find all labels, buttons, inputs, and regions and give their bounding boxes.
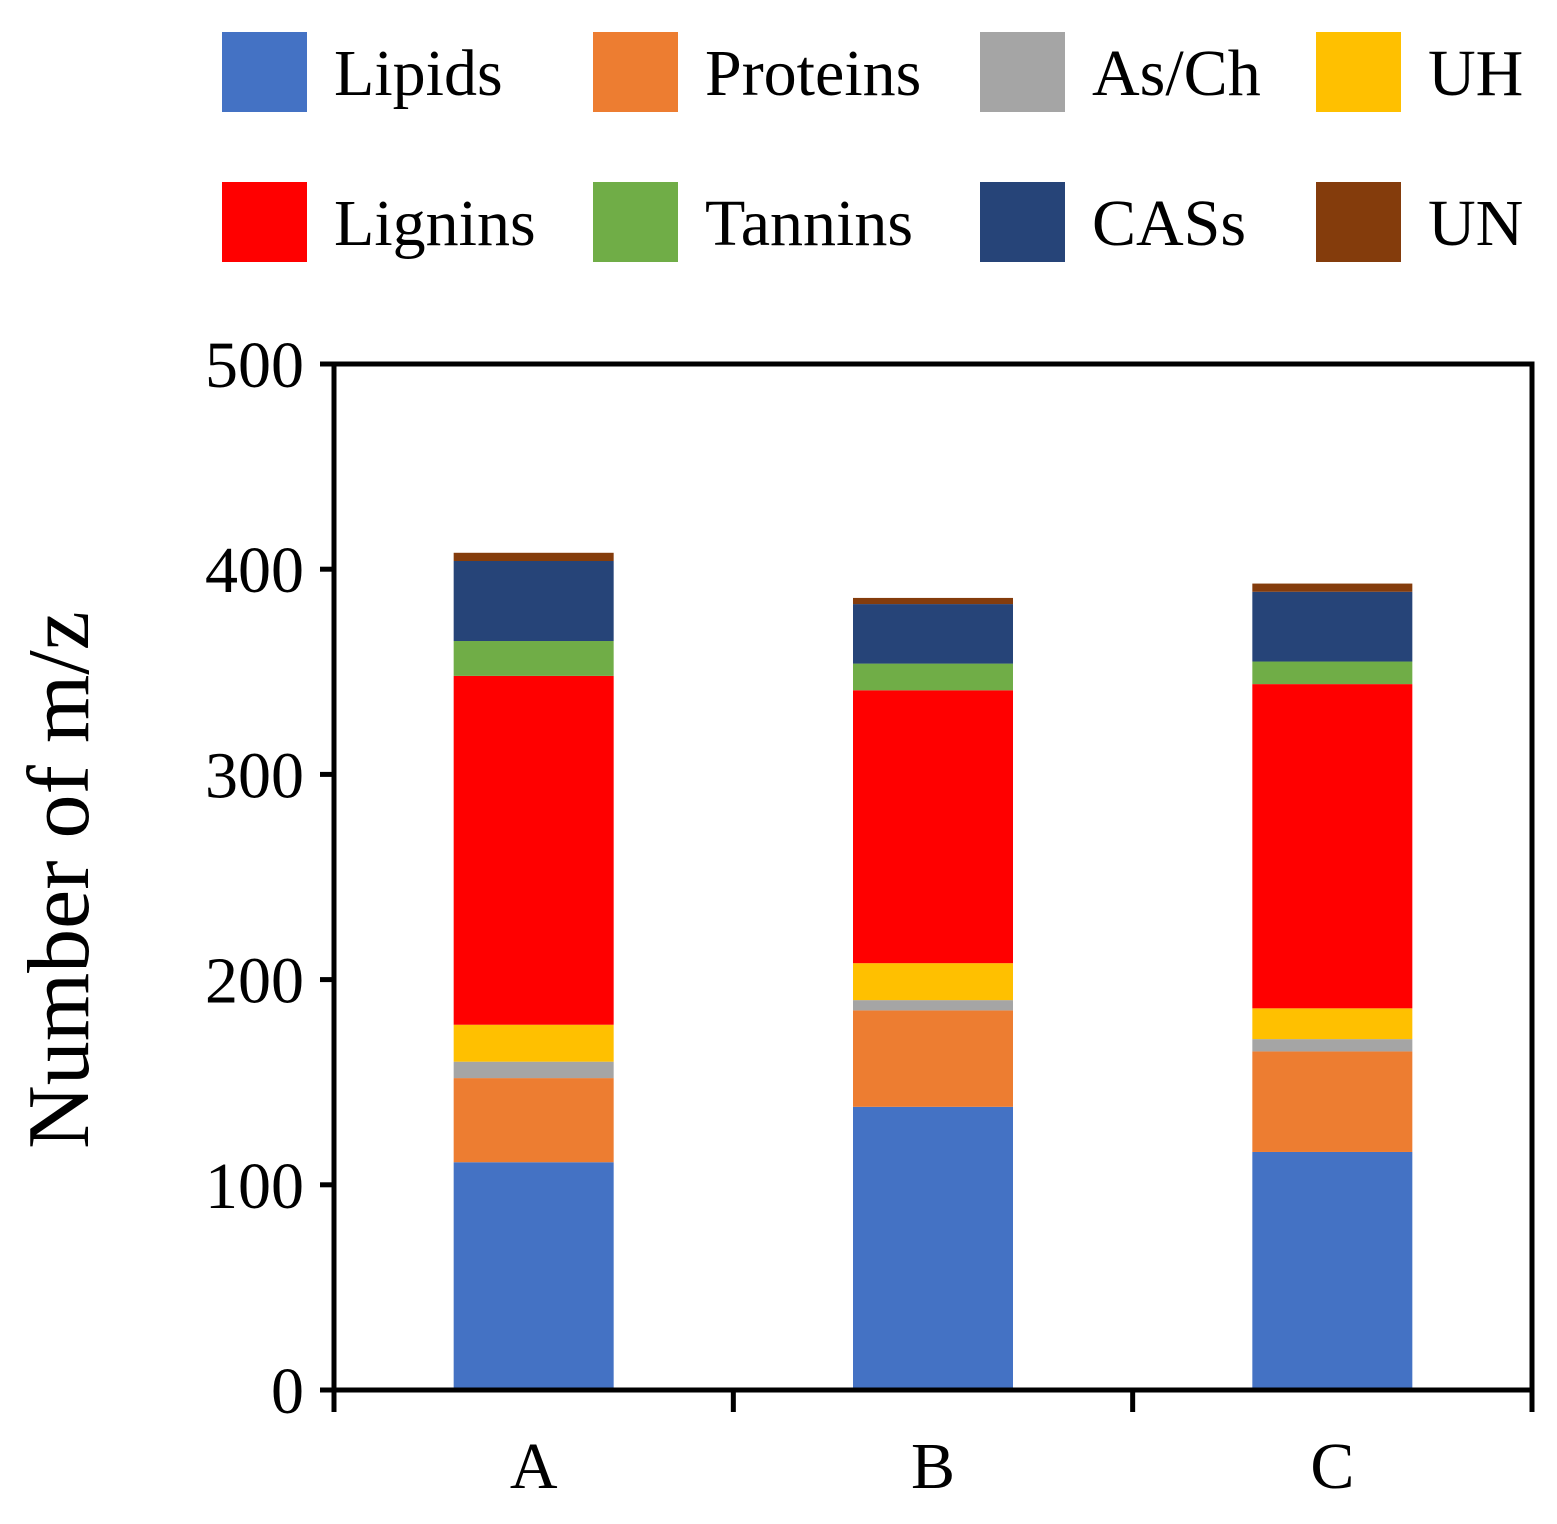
- bar-B-proteins: [853, 1010, 1013, 1107]
- bar-C-cass: [1252, 591, 1413, 662]
- y-tick-label: 0: [271, 1355, 304, 1428]
- legend-label: Lignins: [334, 187, 536, 260]
- bar-A-lignins: [453, 675, 614, 1025]
- legend-swatch: [1316, 182, 1401, 262]
- legend-swatch: [593, 32, 678, 112]
- legend-item-as-ch: As/Ch: [980, 32, 1261, 112]
- legend-swatch: [222, 182, 307, 262]
- y-axis-title: Number of m/z: [11, 611, 108, 1149]
- bar-C-lipids: [1252, 1151, 1413, 1390]
- y-tick-label: 400: [205, 534, 304, 607]
- bars: [453, 552, 1413, 1390]
- legend-label: As/Ch: [1092, 37, 1261, 110]
- bar-A-lipids: [453, 1162, 614, 1390]
- y-tick-label: 200: [205, 945, 304, 1018]
- legend-item-uh: UH: [1316, 32, 1523, 112]
- legend-swatch: [222, 32, 307, 112]
- legend-label: CASs: [1092, 187, 1246, 260]
- x-tick-label: B: [911, 1430, 955, 1503]
- y-axis-ticks: 0 100 200 300 400 500: [205, 329, 334, 1428]
- bar-B-as-ch: [853, 1000, 1013, 1011]
- bar-C-uh: [1252, 1008, 1413, 1040]
- bar-B-un: [853, 597, 1013, 605]
- legend-swatch: [1316, 32, 1401, 112]
- legend-item-tannins: Tannins: [593, 182, 913, 262]
- bar-B-uh: [853, 963, 1013, 1001]
- x-axis-ticks: A B C: [331, 1390, 1535, 1503]
- legend-label: Tannins: [705, 187, 913, 260]
- bar-A-cass: [453, 560, 614, 642]
- bar-C-tannins: [1252, 661, 1413, 685]
- x-tick-label: A: [510, 1430, 558, 1503]
- legend-label: UN: [1428, 187, 1523, 260]
- bar-C-lignins: [1252, 684, 1413, 1009]
- bar-B-lipids: [853, 1106, 1013, 1390]
- legend-item-proteins: Proteins: [593, 32, 921, 112]
- bar-B-lignins: [853, 690, 1013, 964]
- bar-C-un: [1252, 583, 1413, 592]
- plot-frame: [331, 361, 1535, 1393]
- bar-C-as-ch: [1252, 1039, 1413, 1052]
- y-tick-label: 300: [205, 739, 304, 812]
- bar-B-tannins: [853, 663, 1013, 691]
- x-tick-label: C: [1310, 1430, 1354, 1503]
- legend-item-cass: CASs: [980, 182, 1246, 262]
- legend-label: Proteins: [705, 37, 921, 110]
- legend: Lipids Proteins As/Ch UH Lignins Tannins CASs U…: [222, 32, 1523, 262]
- bar-A-tannins: [453, 641, 614, 676]
- legend-label: UH: [1428, 37, 1523, 110]
- axes: [331, 361, 1535, 1393]
- legend-swatch: [593, 182, 678, 262]
- bar-B-cass: [853, 604, 1013, 664]
- bar-A-as-ch: [453, 1061, 614, 1079]
- y-tick-label: 500: [205, 329, 304, 402]
- legend-item-lignins: Lignins: [222, 182, 536, 262]
- legend-label: Lipids: [334, 37, 503, 110]
- bar-C-proteins: [1252, 1051, 1413, 1152]
- bar-A-un: [453, 552, 614, 561]
- legend-item-lipids: Lipids: [222, 32, 503, 112]
- bar-A-uh: [453, 1024, 614, 1062]
- legend-item-un: UN: [1316, 182, 1523, 262]
- legend-swatch: [980, 182, 1065, 262]
- legend-swatch: [980, 32, 1065, 112]
- bar-A-proteins: [453, 1078, 614, 1163]
- y-tick-label: 100: [205, 1150, 304, 1223]
